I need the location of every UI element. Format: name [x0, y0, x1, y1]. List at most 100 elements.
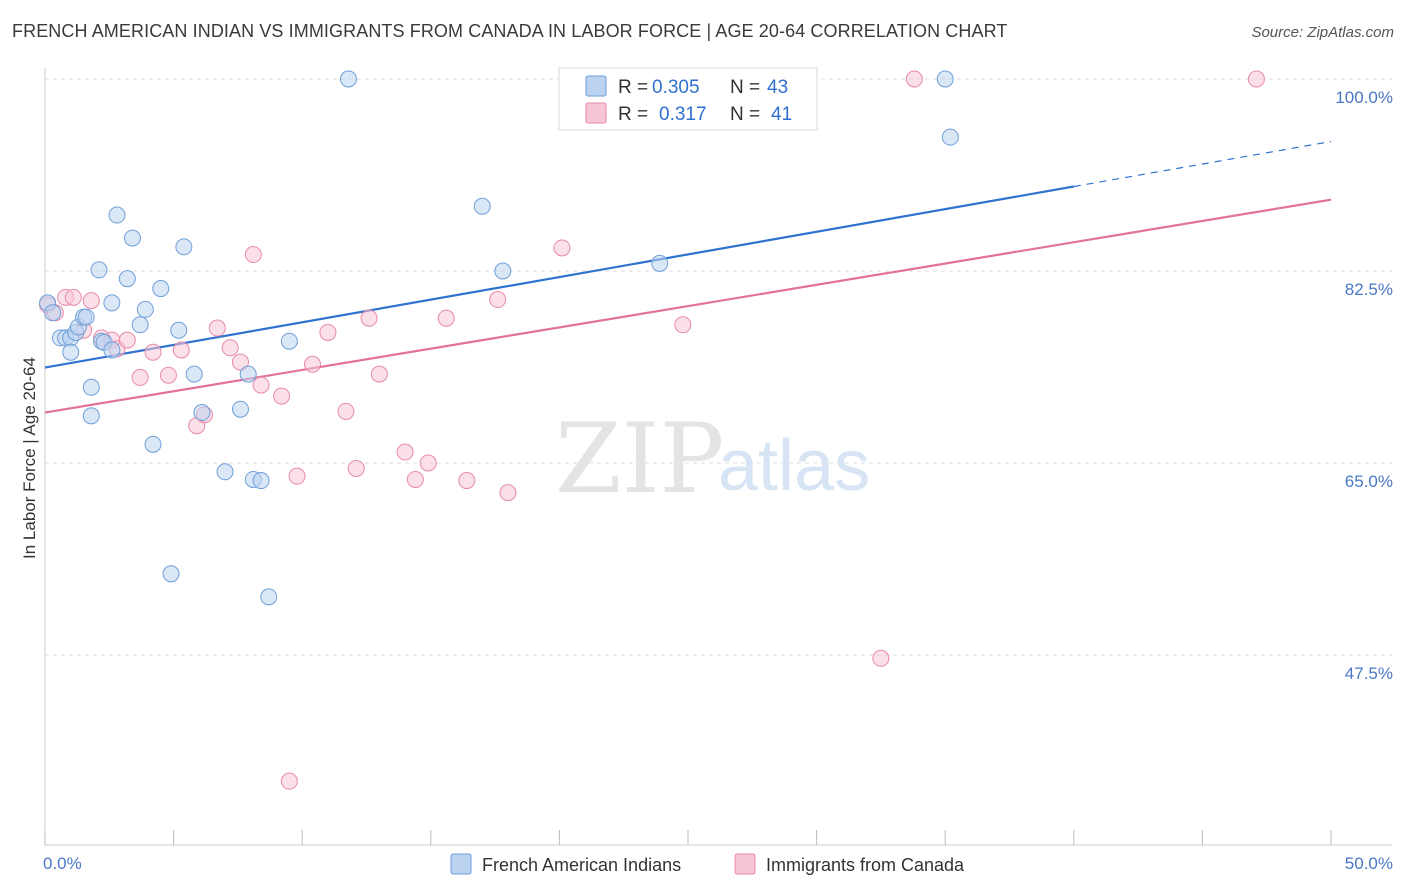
point-french-american-indians	[131, 316, 149, 334]
trendline-blue-extension	[1073, 140, 1332, 188]
gridlines	[45, 78, 1392, 656]
bottom-legend-swatch-blue	[450, 853, 472, 875]
point-french-american-indians	[123, 229, 141, 247]
legend-n-value-2: 41	[771, 104, 792, 125]
point-french-american-indians	[152, 280, 170, 298]
bottom-legend-label-pink: Immigrants from Canada	[766, 855, 965, 875]
point-french-american-indians	[494, 262, 512, 280]
point-immigrants-from-canada	[337, 402, 355, 420]
point-immigrants-from-canada	[303, 355, 321, 373]
point-immigrants-from-canada	[172, 341, 190, 359]
point-immigrants-from-canada	[674, 316, 692, 334]
legend-swatch-pink	[585, 102, 607, 124]
point-french-american-indians	[77, 308, 95, 326]
point-immigrants-from-canada	[437, 309, 455, 327]
point-immigrants-from-canada	[288, 467, 306, 485]
trendline-blue	[44, 185, 1074, 369]
point-immigrants-from-canada	[489, 291, 507, 309]
point-french-american-indians	[175, 238, 193, 256]
y-tick-label: 47.5%	[1345, 664, 1393, 683]
bottom-legend-label-blue: French American Indians	[482, 855, 681, 875]
point-immigrants-from-canada	[280, 772, 298, 790]
point-immigrants-from-canada	[208, 319, 226, 337]
point-french-american-indians	[193, 404, 211, 422]
point-immigrants-from-canada	[553, 239, 571, 257]
point-french-american-indians	[941, 128, 959, 146]
point-french-american-indians	[252, 472, 270, 490]
legend-r-value-1: 0.305	[652, 77, 700, 98]
point-french-american-indians	[62, 343, 80, 361]
point-immigrants-from-canada	[244, 246, 262, 264]
point-immigrants-from-canada	[396, 443, 414, 461]
data-points	[39, 70, 1265, 790]
point-immigrants-from-canada	[347, 459, 365, 477]
point-french-american-indians	[103, 294, 121, 312]
point-immigrants-from-canada	[406, 470, 424, 488]
y-tick-label: 100.0%	[1335, 88, 1393, 107]
point-french-american-indians	[231, 400, 249, 418]
point-immigrants-from-canada	[872, 649, 890, 667]
legend-r-label-1: R =	[618, 77, 648, 98]
point-immigrants-from-canada	[144, 343, 162, 361]
point-french-american-indians	[473, 197, 491, 215]
y-axis-label: In Labor Force | Age 20-64	[20, 357, 39, 559]
bottom-legend: French American Indians Immigrants from …	[450, 853, 965, 875]
point-immigrants-from-canada	[131, 368, 149, 386]
trendlines	[44, 140, 1332, 414]
legend-n-value-1: 43	[767, 77, 788, 98]
point-immigrants-from-canada	[159, 366, 177, 384]
point-immigrants-from-canada	[419, 454, 437, 472]
point-immigrants-from-canada	[1247, 70, 1265, 88]
point-french-american-indians	[170, 321, 188, 339]
point-immigrants-from-canada	[221, 339, 239, 357]
point-french-american-indians	[162, 565, 180, 583]
point-french-american-indians	[936, 70, 954, 88]
point-immigrants-from-canada	[499, 484, 517, 502]
point-french-american-indians	[651, 254, 669, 272]
bottom-legend-swatch-pink	[734, 853, 756, 875]
x-tick-label-min: 0.0%	[43, 854, 82, 873]
point-french-american-indians	[108, 206, 126, 224]
point-french-american-indians	[280, 332, 298, 350]
point-french-american-indians	[44, 304, 62, 322]
point-immigrants-from-canada	[118, 331, 136, 349]
legend-n-label-1: N =	[730, 77, 760, 98]
point-immigrants-from-canada	[273, 387, 291, 405]
chart-title: FRENCH AMERICAN INDIAN VS IMMIGRANTS FRO…	[12, 21, 1008, 41]
point-immigrants-from-canada	[231, 353, 249, 371]
watermark-atlas: atlas	[718, 426, 870, 506]
legend: R = 0.305 N = 43 R = 0.317 N = 41	[558, 67, 818, 131]
y-tick-label: 82.5%	[1345, 280, 1393, 299]
point-immigrants-from-canada	[319, 323, 337, 341]
y-tick-label: 65.0%	[1345, 472, 1393, 491]
axes: 47.5% 65.0% 82.5% 100.0% 0.0% 50.0%	[43, 68, 1393, 873]
point-french-american-indians	[103, 341, 121, 359]
point-immigrants-from-canada	[370, 365, 388, 383]
point-french-american-indians	[118, 270, 136, 288]
point-immigrants-from-canada	[458, 472, 476, 490]
point-immigrants-from-canada	[360, 309, 378, 327]
watermark: ZIP atlas	[555, 403, 870, 515]
point-french-american-indians	[239, 365, 257, 383]
point-immigrants-from-canada	[252, 376, 270, 394]
point-french-american-indians	[82, 378, 100, 396]
point-french-american-indians	[185, 365, 203, 383]
legend-swatch-blue	[585, 75, 607, 97]
watermark-zip: ZIP	[555, 403, 724, 515]
x-tick-label-max: 50.0%	[1345, 854, 1393, 873]
legend-r-value-2: 0.317	[659, 104, 707, 125]
legend-r-label-2: R =	[618, 104, 648, 125]
point-immigrants-from-canada	[905, 70, 923, 88]
source-label: Source: ZipAtlas.com	[1251, 24, 1394, 41]
point-french-american-indians	[339, 70, 357, 88]
point-french-american-indians	[260, 588, 278, 606]
point-french-american-indians	[216, 463, 234, 481]
point-immigrants-from-canada	[82, 292, 100, 310]
trendline-pink	[44, 198, 1332, 414]
point-french-american-indians	[136, 300, 154, 318]
point-french-american-indians	[90, 261, 108, 279]
point-french-american-indians	[82, 407, 100, 425]
point-french-american-indians	[144, 435, 162, 453]
legend-n-label-2: N =	[730, 104, 760, 125]
